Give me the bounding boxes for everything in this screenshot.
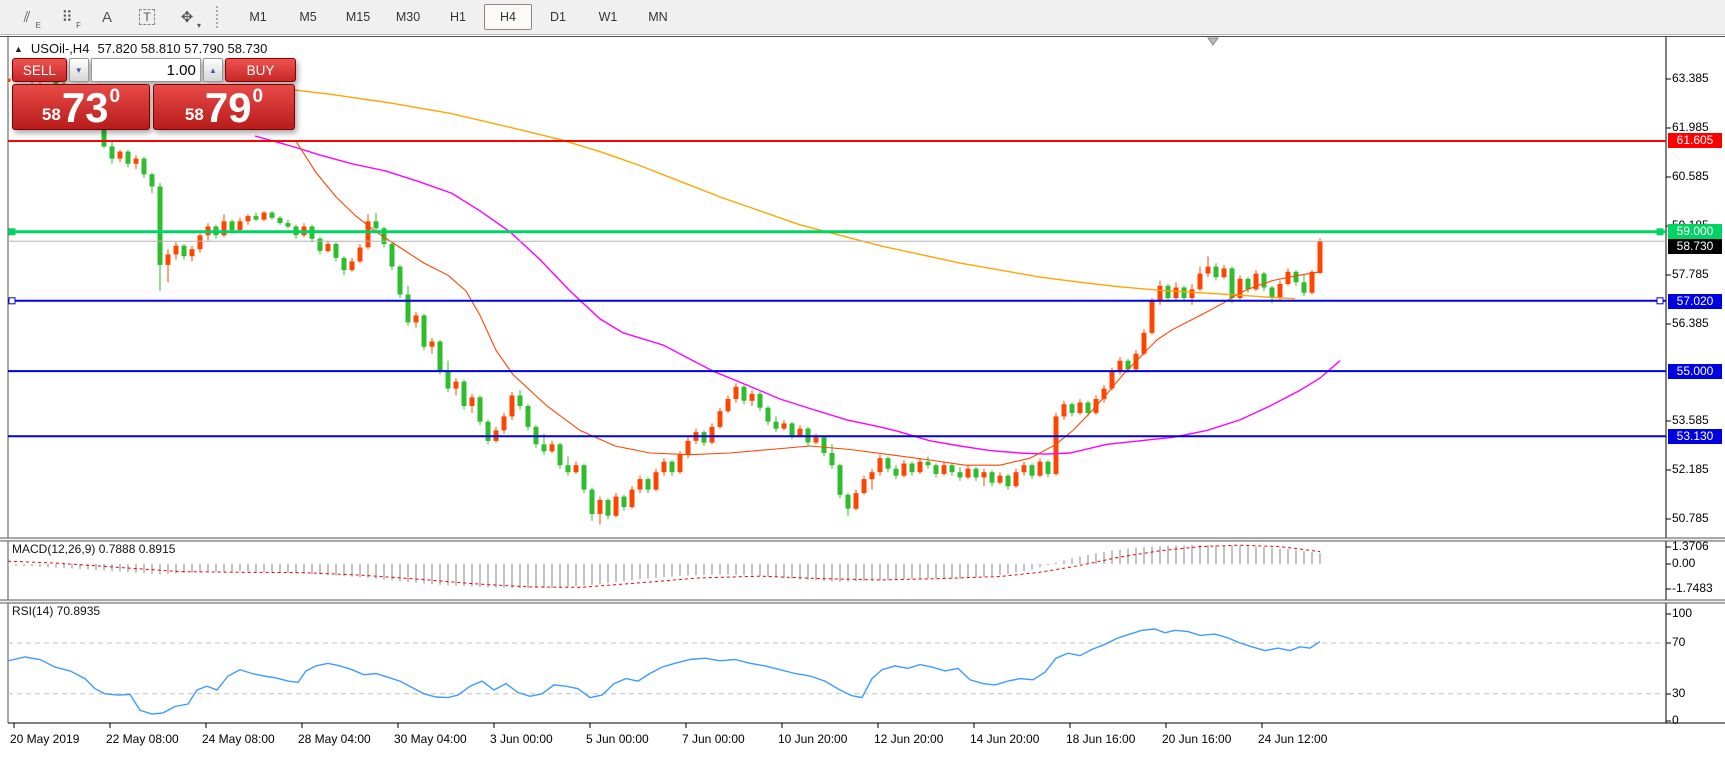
macd-tick-label: -1.7483	[1672, 581, 1713, 595]
volume-increase-button[interactable]: ▲	[202, 58, 223, 82]
volume-input[interactable]	[90, 58, 201, 82]
date-tick-label: 24 Jun 12:00	[1258, 732, 1328, 746]
timeframe-d1[interactable]: D1	[550, 10, 566, 24]
date-tick-label: 30 May 04:00	[394, 732, 467, 746]
one-click-trading-widget: SELL ▼ ▲ BUY 58 73 0 58 79 0	[12, 58, 296, 130]
price-badge-55.000: 55.000	[1668, 364, 1722, 379]
fibonacci-icon[interactable]: ⠿ F	[61, 9, 82, 30]
rsi-tick-label: 30	[1672, 686, 1686, 700]
collapse-arrow-icon[interactable]: ▲	[14, 43, 23, 54]
price-tick-label: 52.185	[1672, 462, 1709, 476]
equidistant-channel-icon[interactable]: ⫽ E	[23, 8, 41, 31]
text-icon[interactable]: A	[101, 8, 112, 26]
volume-decrease-button[interactable]: ▼	[68, 58, 89, 82]
rsi-tick-label: 0	[1672, 713, 1679, 727]
date-tick-label: 18 Jun 16:00	[1066, 732, 1136, 746]
date-tick-label: 22 May 08:00	[106, 732, 179, 746]
date-tick-label: 28 May 04:00	[298, 732, 371, 746]
toolbar-separator	[216, 6, 224, 28]
price-badge-57.020: 57.020	[1668, 294, 1722, 309]
chart-ohlc-values: 57.820 58.810 57.790 58.730	[97, 41, 268, 56]
date-tick-label: 20 Jun 16:00	[1162, 732, 1232, 746]
buy-price-big: 79	[204, 84, 252, 132]
macd-indicator-label: MACD(12,26,9) 0.7888 0.8915	[12, 542, 176, 556]
price-tick-label: 53.585	[1672, 413, 1709, 427]
rsi-tick-label: 70	[1672, 635, 1686, 649]
label-icon[interactable]: T	[130, 3, 164, 31]
rsi-indicator-label: RSI(14) 70.8935	[12, 604, 101, 618]
date-tick-label: 7 Jun 00:00	[682, 732, 745, 746]
date-tick-label: 24 May 08:00	[202, 732, 275, 746]
sell-price-display[interactable]: 58 73 0	[12, 84, 150, 130]
buy-button[interactable]: BUY	[224, 58, 296, 82]
chart-window: ▲ USOil-,H4 57.820 58.810 57.790 58.730 …	[0, 36, 1725, 756]
timeframe-group: M1 M5 M15 M30 H1 H4 D1 W1 MN	[234, 4, 684, 30]
buy-price-sup: 0	[252, 86, 264, 107]
price-tick-label: 57.785	[1672, 267, 1709, 281]
toolbar: ⫽ E ⠿ F A T ✥ ▾ M1 M5 M15 M30 H1 H4 D1 W1 MN	[0, 0, 1725, 35]
date-tick-label: 3 Jun 00:00	[490, 732, 553, 746]
arrows-icon[interactable]: ✥ ▾	[180, 9, 201, 30]
timeframe-h4[interactable]: H4	[484, 4, 532, 30]
timeframe-w1[interactable]: W1	[598, 10, 618, 24]
date-tick-label: 20 May 2019	[10, 732, 80, 746]
price-tick-label: 61.985	[1672, 120, 1709, 134]
timeframe-m15[interactable]: M15	[345, 10, 371, 24]
timeframe-m5[interactable]: M5	[299, 10, 317, 24]
price-tick-label: 56.385	[1672, 316, 1709, 330]
sell-price-small: 58	[41, 105, 61, 124]
chart-canvas[interactable]	[0, 37, 1725, 761]
timeframe-m30[interactable]: M30	[395, 10, 421, 24]
price-badge-58.730: 58.730	[1668, 239, 1722, 254]
date-tick-label: 12 Jun 20:00	[874, 732, 944, 746]
chart-title-bar: ▲ USOil-,H4 57.820 58.810 57.790 58.730	[14, 41, 267, 56]
buy-price-display[interactable]: 58 79 0	[153, 84, 295, 130]
chart-symbol-title: USOil-,H4	[30, 41, 90, 56]
timeframe-h1[interactable]: H1	[450, 10, 466, 24]
sell-price-big: 73	[61, 84, 109, 132]
price-tick-label: 60.585	[1672, 169, 1709, 183]
timeframe-mn[interactable]: MN	[648, 10, 668, 24]
date-tick-label: 10 Jun 20:00	[778, 732, 848, 746]
date-tick-label: 5 Jun 00:00	[586, 732, 649, 746]
price-badge-61.605: 61.605	[1668, 133, 1722, 148]
macd-tick-label: 0.00	[1672, 556, 1696, 570]
rsi-tick-label: 100	[1672, 606, 1693, 620]
sell-price-sup: 0	[109, 86, 121, 107]
sell-button[interactable]: SELL	[12, 58, 67, 82]
price-tick-label: 50.785	[1672, 511, 1709, 525]
timeframe-m1[interactable]: M1	[249, 10, 267, 24]
price-badge-59.000: 59.000	[1668, 224, 1722, 239]
date-tick-label: 14 Jun 20:00	[970, 732, 1040, 746]
buy-price-small: 58	[184, 105, 204, 124]
draw-tools-group: ⫽ E ⠿ F A T ✥ ▾	[10, 3, 210, 31]
macd-tick-label: 1.3706	[1672, 539, 1709, 553]
price-badge-53.130: 53.130	[1668, 429, 1722, 444]
price-tick-label: 63.385	[1672, 71, 1709, 85]
